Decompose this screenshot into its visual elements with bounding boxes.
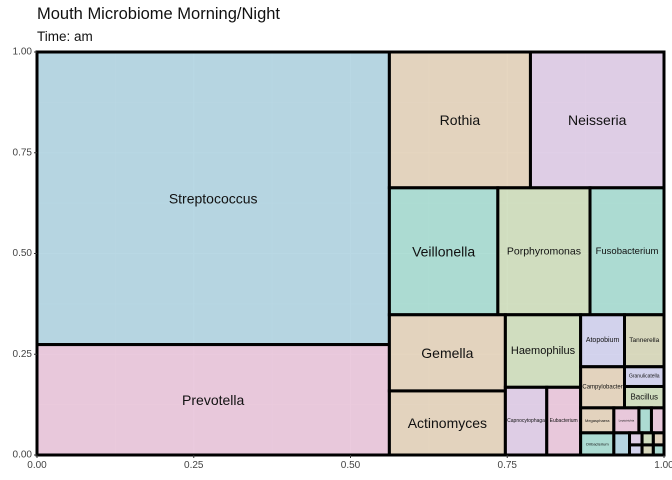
treemap-tile <box>579 365 626 410</box>
tile-label: Oribacterium <box>586 441 610 446</box>
treemap-tile <box>588 186 666 317</box>
tile-label: Tannerella <box>629 337 659 344</box>
x-tick-label: 0.00 <box>27 460 47 471</box>
tile-label: Capnocytophaga <box>507 418 545 424</box>
treemap-tile <box>640 431 655 447</box>
tile-label: Eubacterium <box>550 418 578 424</box>
tile-label: Megasphaera <box>585 418 610 423</box>
x-tick-label: 1.00 <box>654 460 672 471</box>
treemap-tile <box>35 343 391 457</box>
tile-label: Streptococcus <box>169 190 258 206</box>
x-tick-label: 0.50 <box>341 460 361 471</box>
x-tick-label: 0.25 <box>184 460 204 471</box>
treemap-tile <box>651 443 666 457</box>
tile-label: Rothia <box>440 112 481 128</box>
tile-label: Bacillus <box>630 393 658 402</box>
tile-label: Prevotella <box>182 392 244 408</box>
tile-label: Campylobacter <box>582 384 622 390</box>
treemap-tile <box>651 431 666 447</box>
treemap-tile <box>628 443 644 457</box>
treemap-tile <box>528 50 666 190</box>
treemap-tile <box>503 313 583 389</box>
treemap-tile <box>35 50 391 347</box>
x-tick-label: 0.75 <box>498 460 518 471</box>
tile-label: Gemella <box>421 345 473 361</box>
y-tick-label: 0.50 <box>13 248 33 259</box>
treemap-tile <box>545 385 583 457</box>
chart-subtitle: Time: am <box>37 29 93 44</box>
y-tick-label: 0.25 <box>13 349 33 360</box>
treemap-tile <box>612 431 632 457</box>
treemap-tile <box>579 406 616 435</box>
y-tick-label: 0.75 <box>13 147 33 158</box>
treemap-tile <box>628 431 644 447</box>
y-tick-label: 0.00 <box>13 450 33 461</box>
tile-label: Granulicatella <box>629 374 660 380</box>
treemap-tile <box>622 313 666 369</box>
tile-label: Neisseria <box>568 112 627 128</box>
y-tick-label: 1.00 <box>13 47 33 58</box>
treemap-tile <box>579 313 626 369</box>
tile-label: Actinomyces <box>408 415 487 431</box>
tile-label: Fusobacterium <box>596 246 659 257</box>
tile-label: Porphyromonas <box>507 245 581 257</box>
treemap-tile <box>649 406 666 435</box>
tile-label: Atopobium <box>586 337 620 344</box>
treemap-tile <box>640 443 655 457</box>
tile-label: Veillonella <box>412 243 475 259</box>
treemap-tile <box>387 389 507 457</box>
treemap-tile <box>637 406 653 435</box>
chart-title: Mouth Microbiome Morning/Night <box>37 5 281 23</box>
tile-label: Leptotrichia <box>619 418 635 422</box>
tile-label: Haemophilus <box>511 345 576 357</box>
